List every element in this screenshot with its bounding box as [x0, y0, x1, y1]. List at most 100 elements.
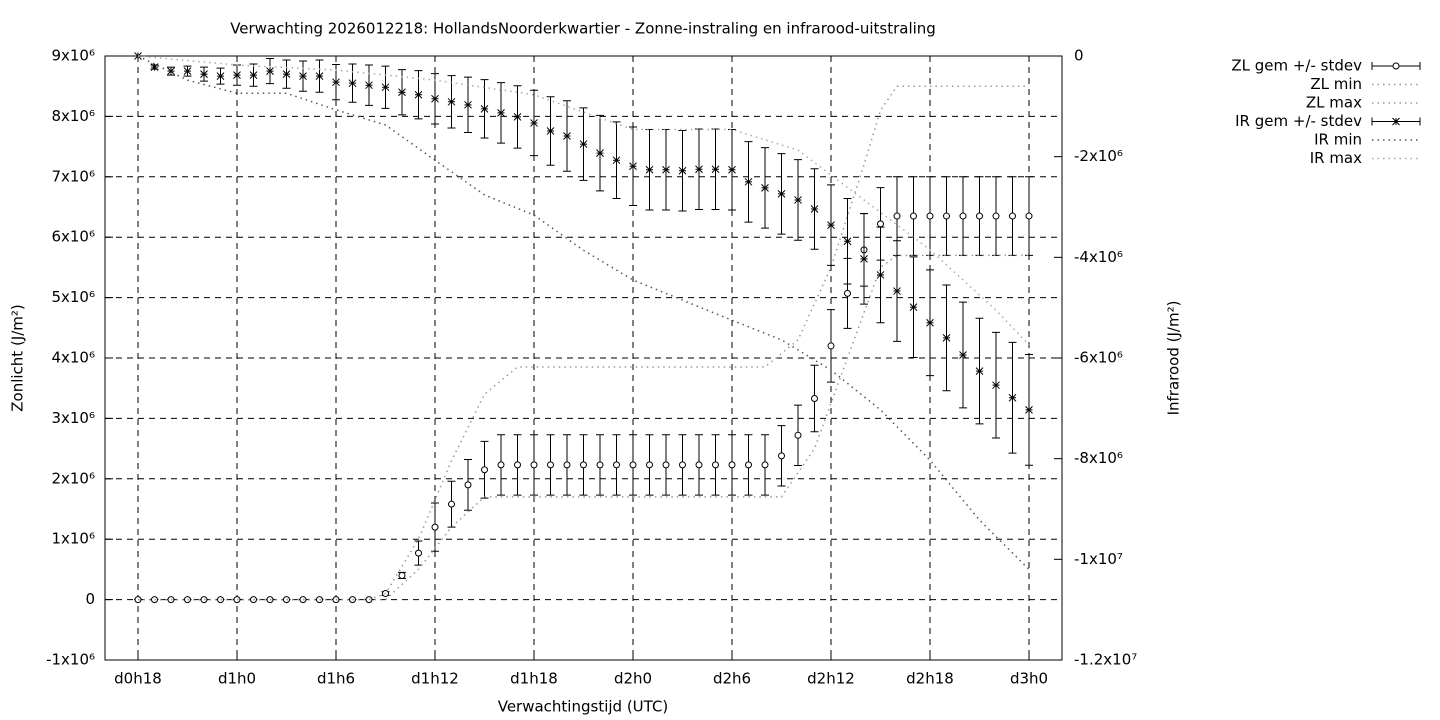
x-tick-label: d1h12	[411, 670, 459, 688]
marker	[398, 88, 406, 97]
marker	[167, 67, 175, 75]
y-tick-label: 9x10⁶	[51, 47, 95, 65]
legend-label: IR min	[1314, 131, 1362, 149]
marker	[513, 113, 522, 121]
y-tick-label: 2x10⁶	[51, 469, 95, 487]
x-axis-label: Verwachtingstijd (UTC)	[498, 698, 669, 716]
legend-label: IR gem +/- stdev	[1235, 112, 1362, 130]
series-line	[137, 55, 1030, 570]
marker	[893, 212, 901, 220]
marker	[794, 196, 802, 204]
marker	[844, 289, 851, 297]
marker	[447, 97, 456, 106]
x-tick-label: d3h0	[1010, 670, 1048, 688]
marker	[514, 461, 521, 469]
marker	[728, 461, 736, 469]
legend-marker	[1392, 62, 1400, 70]
legend-label: IR max	[1310, 149, 1362, 167]
series-line	[138, 254, 1029, 601]
marker	[415, 549, 422, 557]
marker	[1025, 405, 1033, 414]
marker	[827, 342, 835, 350]
marker	[414, 90, 423, 99]
x-tick-label: d2h6	[713, 670, 751, 688]
marker	[761, 184, 769, 192]
y-tick-label: 3x10⁶	[51, 409, 95, 427]
marker	[926, 212, 934, 220]
marker	[910, 212, 917, 220]
marker	[563, 461, 571, 469]
marker	[761, 461, 769, 469]
y-tick-label: 7x10⁶	[51, 167, 95, 185]
y2-tick-label: -8x10⁶	[1074, 449, 1123, 467]
x-tick-label: d1h18	[510, 670, 558, 688]
marker	[629, 461, 637, 469]
marker	[728, 165, 736, 174]
marker	[497, 461, 505, 469]
y-tick-label: 0	[85, 590, 95, 608]
marker	[877, 220, 884, 228]
marker	[1008, 393, 1017, 402]
marker	[464, 481, 472, 489]
marker	[992, 212, 1000, 220]
y-tick-label: 4x10⁶	[51, 349, 95, 367]
marker	[563, 132, 571, 140]
marker	[431, 94, 439, 103]
marker	[530, 461, 538, 469]
marker	[431, 523, 439, 531]
y-axis-label: Zonlicht (J/m²)	[9, 304, 27, 412]
marker	[646, 461, 653, 469]
x-tick-label: d1h6	[317, 670, 355, 688]
marker	[811, 394, 818, 402]
marker	[712, 461, 719, 469]
marker	[332, 78, 340, 87]
marker	[497, 109, 505, 117]
legend-marker	[1392, 117, 1400, 126]
marker	[959, 351, 967, 359]
y-tick-label: 8x10⁶	[51, 107, 95, 125]
marker	[992, 381, 1000, 390]
marker	[827, 221, 835, 229]
marker	[596, 149, 604, 157]
series-line	[138, 85, 1029, 601]
marker	[381, 83, 390, 92]
y-tick-label: 6x10⁶	[51, 228, 95, 246]
marker	[976, 212, 983, 220]
y2-tick-label: -6x10⁶	[1074, 349, 1123, 367]
marker	[282, 70, 291, 78]
marker	[695, 165, 703, 174]
marker	[843, 237, 852, 246]
marker	[233, 71, 241, 79]
x-tick-label: d1h0	[218, 670, 256, 688]
marker	[183, 67, 192, 75]
marker	[1009, 212, 1016, 220]
x-tick-label: d2h12	[807, 670, 855, 688]
y-tick-label: -1x10⁶	[46, 651, 95, 669]
marker	[579, 140, 588, 148]
x-tick-label: d2h0	[614, 670, 652, 688]
marker	[777, 190, 786, 198]
y2-tick-label: -1x10⁷	[1074, 550, 1123, 568]
marker	[613, 461, 620, 469]
marker	[200, 70, 208, 78]
marker	[348, 79, 357, 88]
marker	[959, 212, 967, 220]
marker	[1025, 212, 1033, 220]
marker	[315, 72, 324, 80]
y-tick-label: 1x10⁶	[51, 530, 95, 548]
y2-tick-label: -1.2x10⁷	[1074, 651, 1137, 669]
marker	[398, 571, 406, 579]
marker	[942, 334, 951, 342]
marker	[695, 461, 703, 469]
marker	[975, 367, 984, 375]
marker	[216, 72, 225, 80]
legend-label: ZL max	[1306, 94, 1362, 112]
marker	[645, 165, 654, 174]
series-line	[137, 55, 1030, 346]
chart-title: Verwachting 2026012218: HollandsNoorderk…	[230, 20, 936, 38]
marker	[662, 461, 670, 469]
marker	[546, 127, 555, 135]
marker	[612, 156, 621, 165]
marker	[150, 63, 159, 71]
